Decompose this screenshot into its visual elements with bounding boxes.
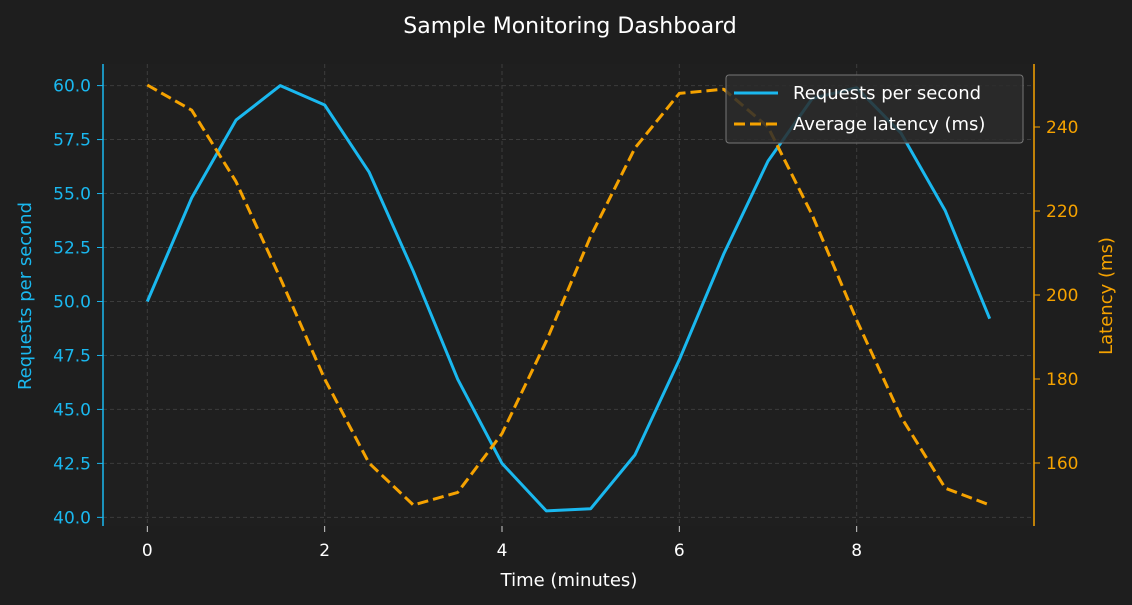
x-axis-label: Time (minutes) (500, 570, 638, 591)
x-tick-label: 2 (319, 541, 330, 561)
y-axis-right-label: Latency (ms) (1096, 237, 1117, 355)
y-left-tick-label: 45.0 (53, 400, 91, 420)
latency-series-line (146, 83, 991, 507)
y-left-tick-label: 60.0 (53, 77, 91, 97)
y-left-tick-label: 52.5 (53, 239, 91, 259)
chart-title: Sample Monitoring Dashboard (403, 14, 736, 39)
y-left-tick-label: 42.5 (53, 454, 91, 474)
legend: Requests per second Average latency (ms) (725, 74, 1024, 144)
legend-label: Average latency (ms) (793, 114, 985, 135)
y-left-tick-label: 40.0 (53, 508, 91, 528)
y-right-tick-label: 200 (1046, 286, 1078, 306)
y-right-tick-label: 180 (1046, 370, 1078, 390)
tick-labels: 0 2 4 6 8 40.0 42.5 45.0 47.5 50.0 52.5 55.0 57.5 60.… (53, 77, 1078, 561)
axes (97, 64, 1040, 532)
x-tick-label: 8 (851, 541, 862, 561)
y-left-tick-label: 47.5 (53, 346, 91, 366)
y-left-tick-label: 57.5 (53, 131, 91, 151)
x-tick-label: 6 (674, 541, 685, 561)
legend-box (725, 74, 1024, 144)
x-tick-label: 4 (497, 541, 508, 561)
y-left-tick-label: 50.0 (53, 292, 91, 312)
y-right-tick-label: 160 (1046, 454, 1078, 474)
y-right-tick-label: 220 (1046, 202, 1078, 222)
y-right-tick-label: 240 (1046, 118, 1078, 138)
y-axis-left-label: Requests per second (15, 202, 36, 390)
x-tick-label: 0 (142, 541, 153, 561)
y-left-tick-label: 55.0 (53, 185, 91, 205)
legend-label: Requests per second (793, 83, 981, 104)
